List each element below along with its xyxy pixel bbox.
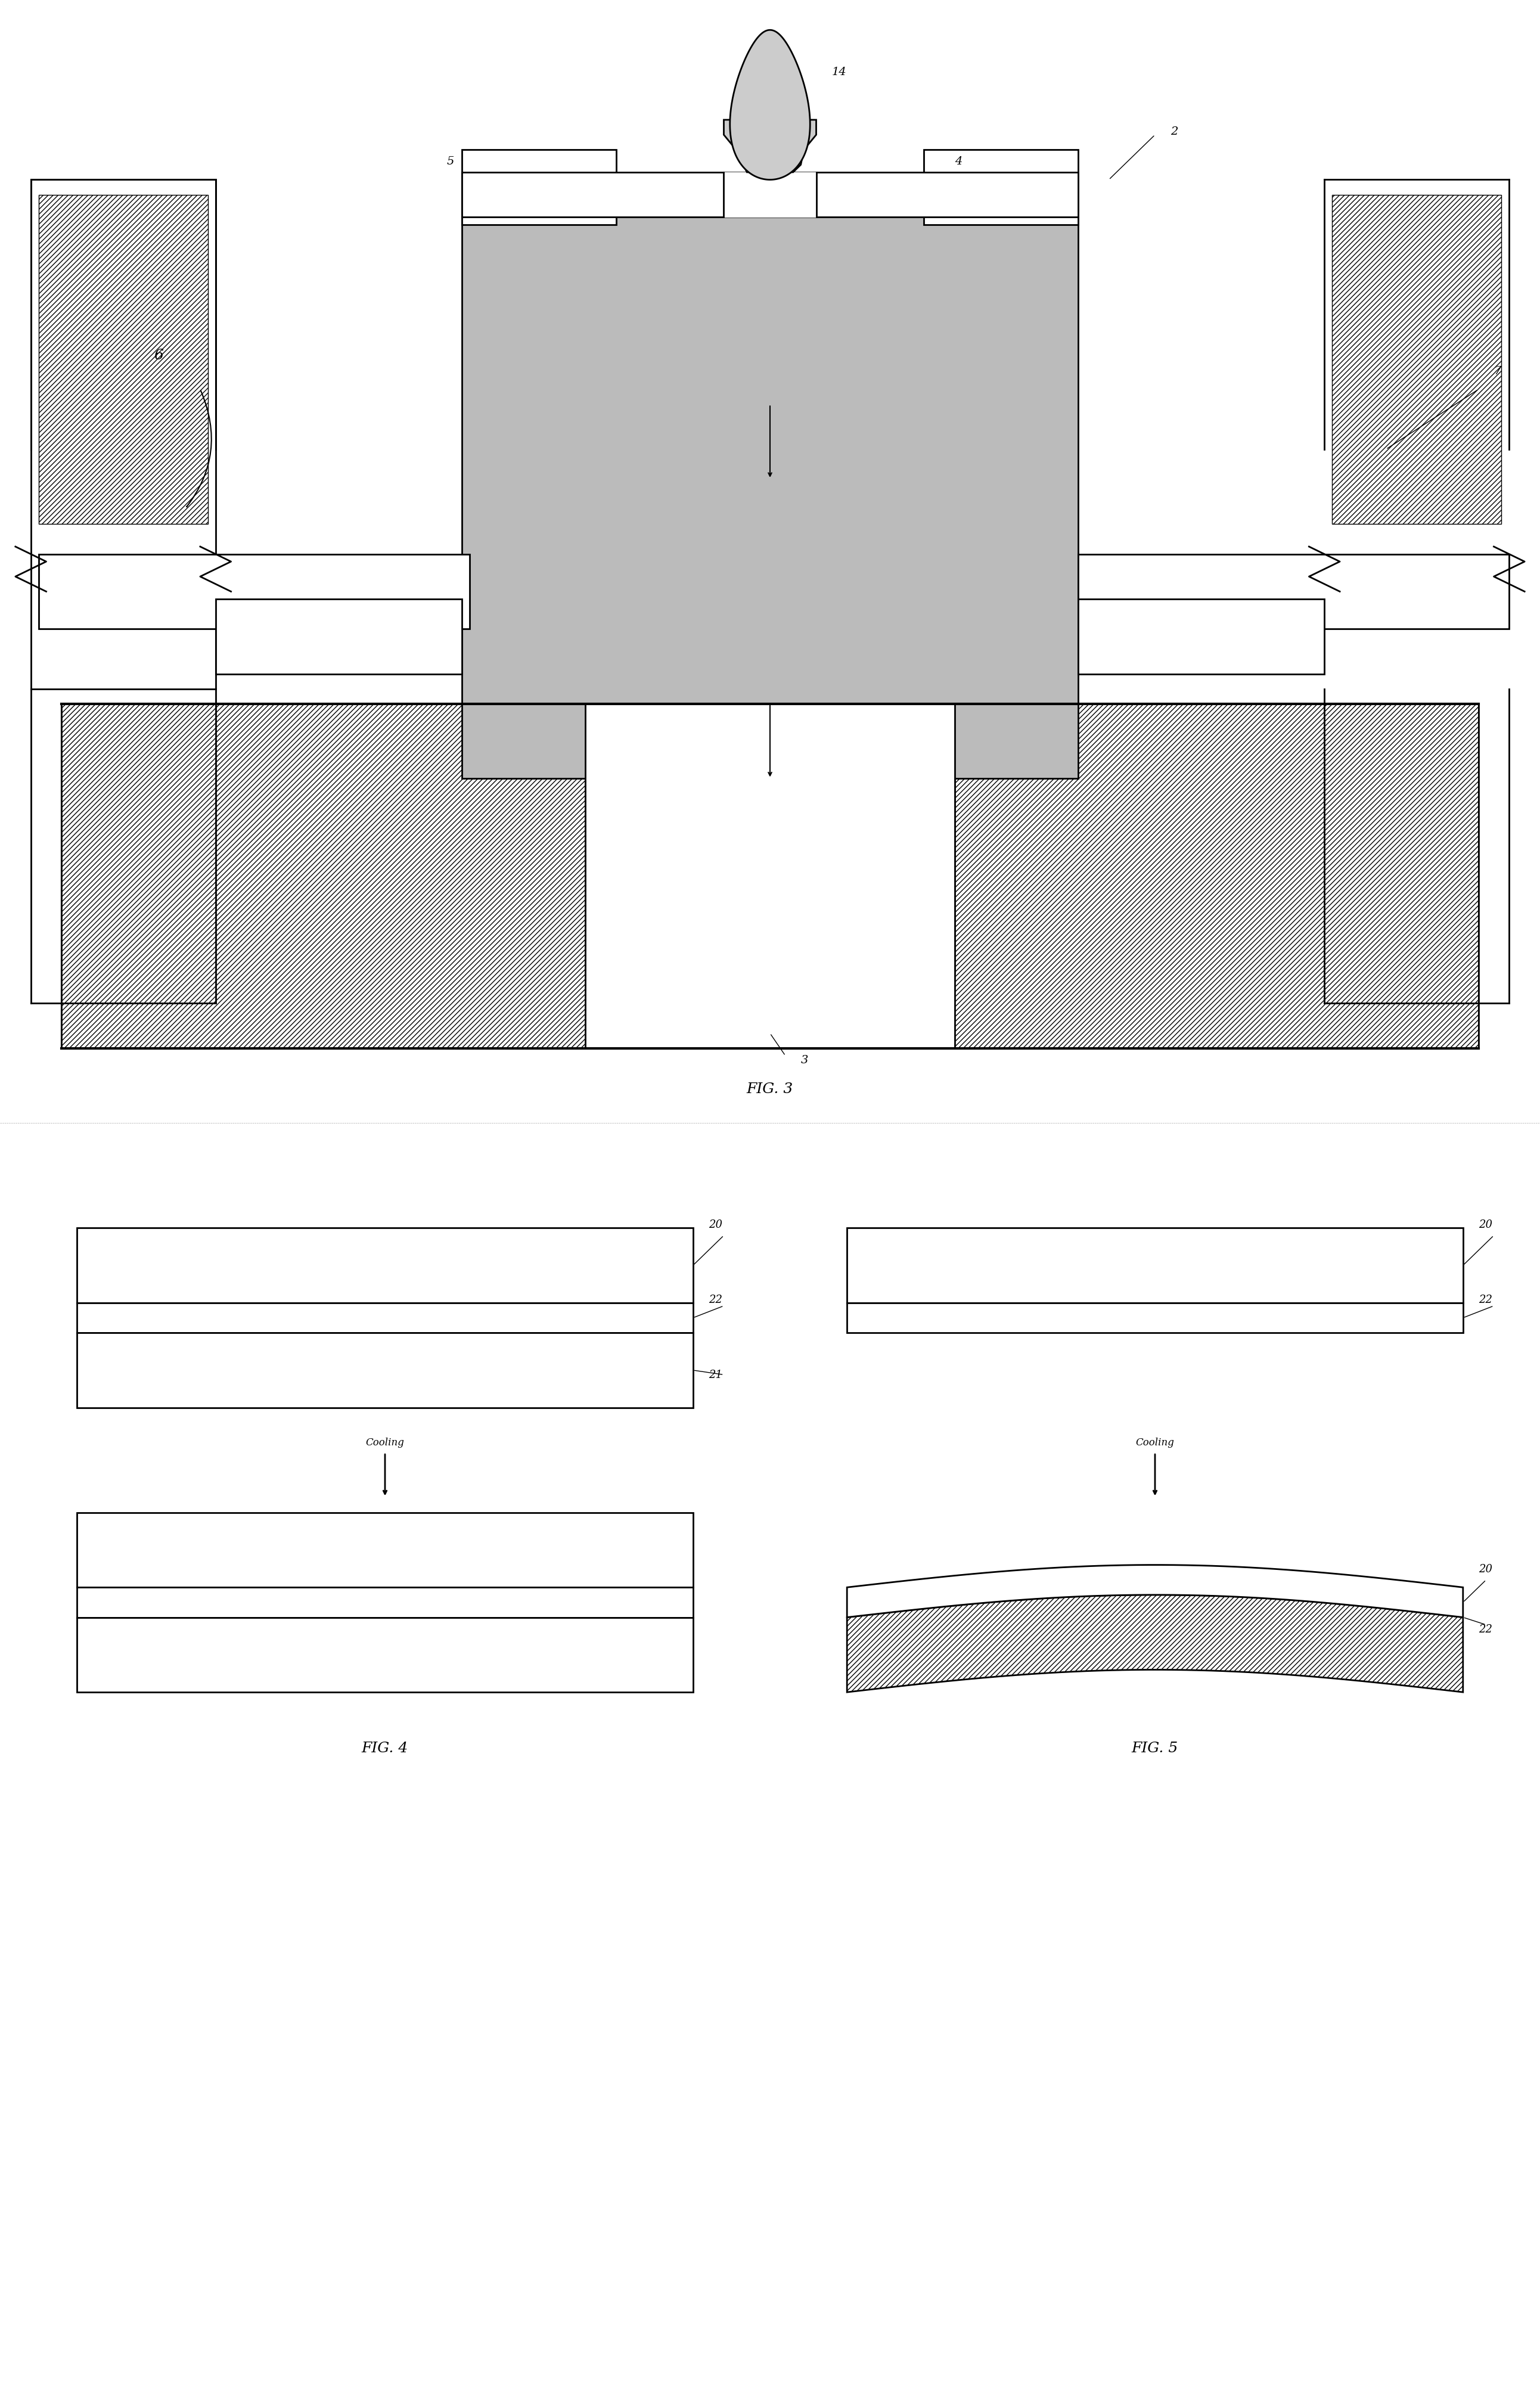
Polygon shape	[724, 120, 816, 173]
Bar	[462, 149, 616, 225]
Bar	[77, 1332, 693, 1406]
Text: FIG. 3: FIG. 3	[747, 1083, 793, 1095]
Bar	[39, 194, 208, 525]
Text: 6: 6	[154, 350, 163, 362]
Bar	[77, 1512, 693, 1586]
Bar	[39, 553, 470, 628]
Bar	[31, 180, 216, 690]
Bar	[1078, 553, 1509, 628]
Bar	[39, 553, 470, 628]
Bar	[1078, 599, 1324, 673]
Text: FIG. 5: FIG. 5	[1132, 1742, 1178, 1754]
Bar	[77, 1303, 693, 1332]
Text: 14: 14	[832, 67, 847, 77]
Text: 21: 21	[708, 1371, 722, 1380]
Bar	[847, 1227, 1463, 1303]
Bar	[77, 1227, 693, 1303]
Text: 20: 20	[1478, 1220, 1492, 1229]
Bar	[77, 1617, 693, 1692]
Text: 20: 20	[1478, 1565, 1492, 1574]
Bar	[216, 599, 462, 673]
Bar	[216, 599, 462, 673]
Bar	[924, 149, 1078, 225]
Bar	[77, 1512, 693, 1586]
Bar	[462, 173, 1078, 218]
Text: FIG. 4: FIG. 4	[362, 1742, 408, 1754]
Bar	[462, 149, 616, 225]
Bar	[462, 173, 1078, 218]
Text: 22: 22	[1478, 1624, 1492, 1634]
Bar	[847, 1227, 1463, 1303]
Text: 4: 4	[955, 156, 962, 168]
Bar	[62, 704, 1478, 1047]
PathPatch shape	[847, 1565, 1463, 1617]
Bar	[77, 1617, 693, 1692]
Bar	[724, 173, 816, 218]
FancyArrowPatch shape	[186, 391, 211, 506]
Bar	[585, 779, 955, 973]
Polygon shape	[730, 29, 810, 180]
Bar	[847, 1303, 1463, 1332]
Bar	[77, 1332, 693, 1406]
Bar	[1332, 194, 1501, 525]
Text: 7: 7	[1494, 367, 1502, 376]
Bar	[77, 1586, 693, 1617]
Bar	[924, 149, 1078, 225]
Text: 5: 5	[447, 156, 454, 168]
Bar	[1078, 599, 1324, 673]
PathPatch shape	[847, 1596, 1463, 1692]
Text: Cooling: Cooling	[1135, 1438, 1175, 1447]
Bar	[462, 180, 1078, 779]
Bar	[77, 1227, 693, 1303]
Text: 20: 20	[708, 1220, 722, 1229]
Text: 3: 3	[801, 1054, 809, 1066]
Bar	[585, 704, 955, 1047]
Text: 2: 2	[1170, 127, 1178, 137]
Text: 22: 22	[708, 1294, 722, 1306]
Text: 22: 22	[1478, 1294, 1492, 1306]
Bar	[1078, 553, 1509, 628]
Text: Cooling: Cooling	[365, 1438, 405, 1447]
